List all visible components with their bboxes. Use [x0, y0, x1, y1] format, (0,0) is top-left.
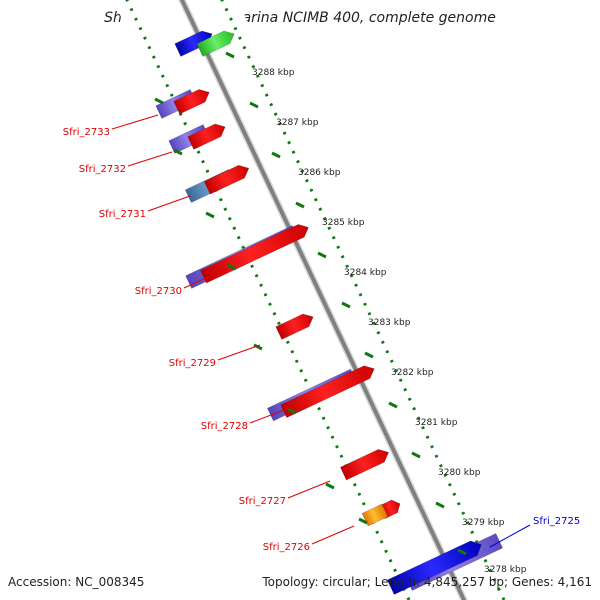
cds-2725-shape	[386, 540, 482, 595]
gene-leader-3	[183, 268, 227, 289]
gene-leader-7	[311, 525, 355, 545]
cds-2730-shape	[200, 224, 309, 284]
tick-label-10: 3278 kbp	[484, 565, 527, 575]
cds-2732	[187, 123, 226, 150]
tick-label-0: 3288 kbp	[252, 68, 295, 78]
cds-2731-shape	[203, 164, 250, 195]
cds-2729-shape	[275, 313, 314, 340]
tick-mark-9	[435, 501, 445, 509]
cds-2731	[203, 164, 250, 195]
tick-label-9: 3279 kbp	[462, 518, 505, 528]
tick-mark-7	[388, 401, 398, 409]
tick-label-5: 3283 kbp	[368, 318, 411, 328]
gene-leader-2	[147, 195, 191, 212]
gene-label-sfri_2731: Sfri_2731	[99, 209, 146, 220]
gene-leader-1	[127, 151, 173, 167]
genome-tracks	[112, 0, 520, 600]
left-tick-1	[173, 148, 183, 156]
cds-green-top-shape	[196, 30, 235, 57]
cds-2728-shape	[280, 365, 375, 419]
cds-2728	[280, 365, 375, 419]
topology-text: Topology: circular; Length: 4,845,257 bp…	[261, 575, 592, 589]
tick-label-8: 3280 kbp	[438, 468, 481, 478]
gene-leader-0	[111, 114, 159, 130]
tick-label-3: 3285 kbp	[322, 218, 365, 228]
gene-leader-8	[489, 524, 531, 548]
tick-mark-4	[317, 251, 327, 259]
gene-label-sfri_2730: Sfri_2730	[135, 286, 182, 297]
cds-2733	[173, 89, 210, 115]
gene-label-sfri_2732: Sfri_2732	[79, 164, 126, 175]
cds-green-top	[196, 30, 235, 57]
left-tick-2	[205, 211, 215, 219]
gene-leader-6	[287, 480, 331, 499]
tick-label-2: 3286 kbp	[298, 168, 341, 178]
cds-2725	[386, 540, 482, 595]
tick-mark-8	[411, 451, 421, 459]
gene-label-sfri_2726: Sfri_2726	[263, 542, 310, 553]
left-tick-6	[325, 482, 335, 490]
cds-2729	[275, 313, 314, 340]
tick-marks: 3288 kbp 3287 kbp 3286 kbp 3285 kbp 3284 kbp…	[154, 51, 527, 575]
gene-labels: Sfri_2733 Sfri_2732 Sfri_2731 Sfri_2730 Sfri…	[63, 114, 580, 553]
tick-label-1: 3287 kbp	[276, 118, 319, 128]
gene-label-sfri_2729: Sfri_2729	[169, 358, 216, 369]
left-tick-4	[253, 343, 263, 351]
gene-label-sfri_2728: Sfri_2728	[201, 421, 248, 432]
right-dotted-track	[220, 0, 506, 600]
gene-label-sfri_2727: Sfri_2727	[239, 496, 286, 507]
genome-band	[112, 0, 520, 600]
tick-mark-10	[457, 548, 467, 556]
gene-leader-5	[249, 406, 293, 424]
tick-mark-2	[271, 151, 281, 159]
gene-leader-4	[217, 344, 261, 361]
tick-mark-6	[364, 351, 374, 359]
cds-2730	[200, 224, 309, 284]
tick-label-6: 3282 kbp	[391, 368, 434, 378]
accession-text: Accession: NC_008345	[8, 575, 144, 589]
tick-label-4: 3284 kbp	[344, 268, 387, 278]
tick-mark-3	[295, 201, 305, 209]
left-tick-3	[227, 263, 237, 271]
left-tick-5	[287, 407, 297, 415]
gene-label-sfri_2725: Sfri_2725	[533, 516, 580, 527]
tick-label-7: 3281 kbp	[415, 418, 458, 428]
cds-2727-shape	[339, 449, 390, 481]
left-tick-0	[154, 97, 164, 105]
left-tick-7	[358, 517, 368, 525]
cds-2727	[339, 449, 390, 481]
tick-mark-0	[225, 51, 235, 59]
genome-backbone-core	[179, 0, 467, 600]
tick-mark-1	[249, 101, 259, 109]
tick-mark-5	[341, 301, 351, 309]
gene-label-sfri_2733: Sfri_2733	[63, 127, 110, 138]
cds-2733-shape	[173, 89, 210, 115]
cds-2732-shape	[187, 123, 226, 150]
